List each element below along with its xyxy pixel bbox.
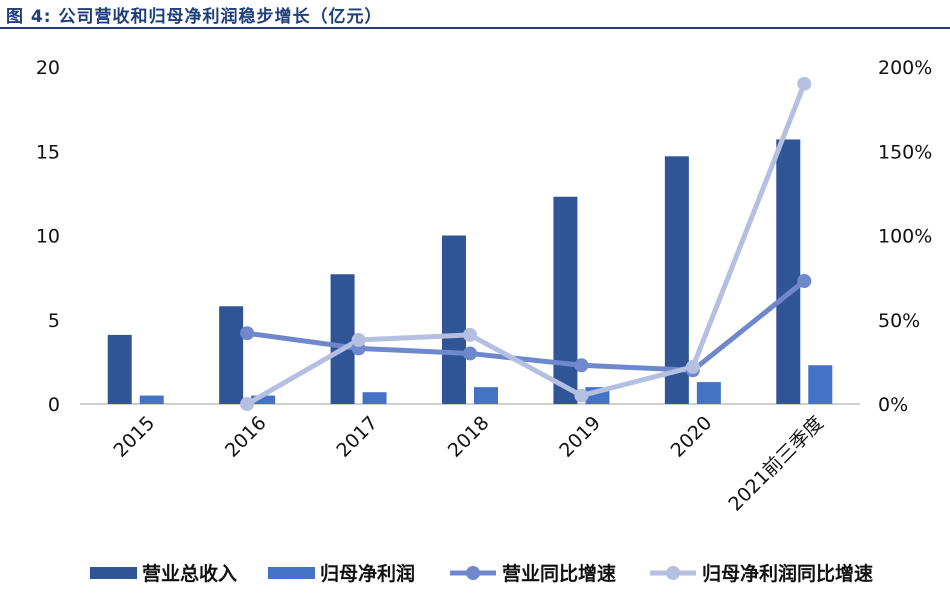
bar-profit [362,392,387,404]
y-left-tick-label: 10 [36,226,60,248]
line-profit-growth [245,82,807,407]
legend-label-revenue: 营业总收入 [142,562,237,585]
title-divider [0,27,950,29]
x-tick-label: 2018 [444,412,494,462]
x-tick-label: 2020 [667,412,717,462]
bar-revenue [219,306,244,404]
point-profit-growth [351,332,366,347]
bar-revenue [664,156,689,404]
y-right-tick-label: 200% [878,57,932,79]
point-revenue-growth [463,346,477,361]
legend-label-profit: 归母净利润 [320,562,415,585]
bar-revenue [442,235,466,404]
x-tick-label: 2015 [109,412,159,462]
bar-profit [251,395,276,404]
x-tick-label: 2019 [555,412,605,462]
point-profit-growth [463,327,477,342]
point-profit-growth [797,76,812,91]
bar-revenue [107,334,132,404]
y-right-tick-label: 0% [878,394,908,416]
bar-profit [808,365,833,404]
bar-profit [474,387,498,404]
legend-swatch-profit [268,567,315,579]
y-right-tick-label: 50% [878,310,920,332]
x-tick-label: 2017 [332,412,382,462]
y-right-tick-label: 150% [878,141,932,163]
chart-legend: 营业总收入 归母净利润 营业同比增速 归母净利润同比增速 [90,562,873,585]
line-series [240,76,812,411]
bar-profit [696,382,721,404]
legend-marker-revenue-growth [466,566,480,580]
point-profit-growth [574,388,589,403]
figure-title: 图 4: 公司营收和归母净利润稳步增长（亿元） [6,7,383,27]
legend-label-revenue-growth: 营业同比增速 [502,562,616,585]
bar-revenue [330,274,355,404]
line-revenue-growth [246,279,806,373]
point-revenue-growth [574,358,589,373]
x-tick-label: 2021前三季度 [724,412,827,515]
y-left-tick-label: 15 [36,141,60,163]
legend-marker-profit-growth [666,566,680,580]
legend-swatch-revenue [90,567,137,579]
point-revenue-growth [797,273,812,288]
bar-revenue [553,196,578,404]
bar-revenue [776,139,801,404]
bar-profit [139,395,164,404]
bar-series [107,139,833,404]
x-tick-label: 2016 [221,412,271,462]
y-left-tick-label: 20 [36,57,60,79]
y-left-tick-label: 5 [48,310,60,332]
legend-label-profit-growth: 归母净利润同比增速 [702,562,873,585]
point-profit-growth [240,397,255,411]
point-revenue-growth [240,326,255,341]
y-right-tick-label: 100% [878,226,932,248]
y-left-tick-label: 0 [48,394,60,416]
point-profit-growth [685,359,700,374]
